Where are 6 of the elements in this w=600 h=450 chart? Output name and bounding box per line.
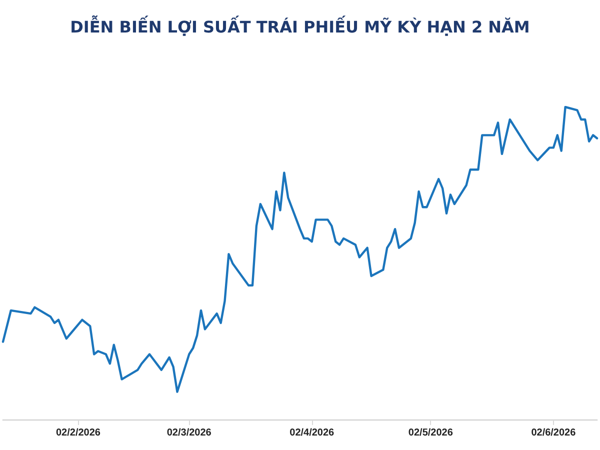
chart-title: DIỄN BIẾN LỢI SUẤT TRÁI PHIẾU MỸ KỲ HẠN 2 NĂM <box>70 14 530 36</box>
x-tick-label: 02/2/2026 <box>56 428 101 438</box>
x-tick-label: 02/4/2026 <box>290 428 335 438</box>
x-tick-label: 02/3/2026 <box>166 428 212 438</box>
x-tick-label: 02/6/2026 <box>531 428 576 438</box>
x-tick-label: 02/5/2026 <box>408 428 454 438</box>
